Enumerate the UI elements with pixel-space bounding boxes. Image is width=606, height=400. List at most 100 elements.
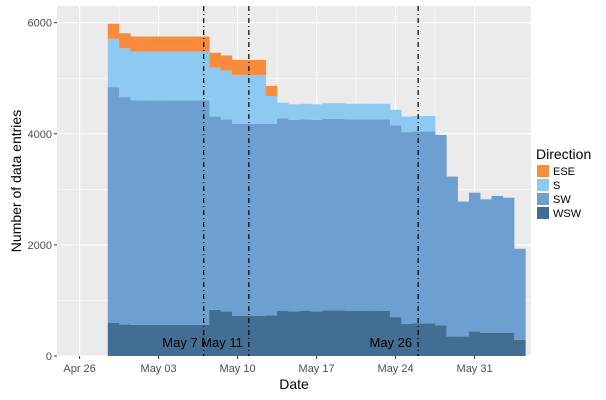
bar-sw: [119, 97, 131, 325]
bar-sw: [243, 123, 255, 317]
bar-s: [130, 51, 142, 101]
bar-s: [389, 109, 402, 126]
bar-wsw: [107, 322, 120, 356]
bar-ese: [231, 59, 244, 75]
bar-wsw: [322, 310, 334, 356]
bar-wsw: [457, 336, 470, 356]
bar-sw: [220, 119, 233, 312]
bar-s: [277, 102, 289, 119]
legend-title: Direction: [536, 146, 591, 162]
bar-sw: [141, 100, 154, 325]
bar-sw: [502, 197, 515, 333]
bar-s: [209, 67, 221, 117]
bar-sw: [277, 118, 289, 311]
x-axis: Apr 26 May 03 May 10 May 17 May 24 May 31: [63, 356, 493, 375]
bar-ese: [220, 55, 233, 71]
bar-wsw: [152, 324, 165, 356]
bar-s: [322, 103, 334, 119]
bar-s: [231, 74, 244, 124]
bar-s: [119, 48, 131, 98]
bar-wsw: [367, 311, 379, 356]
bar-s: [141, 51, 154, 101]
bar-ese: [141, 36, 154, 52]
bar-sw: [435, 134, 447, 326]
bar-s: [107, 38, 120, 88]
bar-sw: [480, 199, 492, 333]
bar-s: [220, 70, 233, 120]
bar-s: [186, 51, 199, 101]
bar-s: [310, 104, 323, 120]
bar-wsw: [130, 324, 142, 356]
legend-label: WSW: [553, 208, 582, 220]
bar-sw: [310, 119, 323, 312]
bar-s: [367, 103, 379, 120]
bar-sw: [107, 87, 120, 323]
bar-wsw: [389, 317, 402, 356]
bar-wsw: [378, 311, 391, 356]
bar-s: [412, 116, 425, 132]
bar-sw: [389, 125, 402, 318]
legend-label: S: [553, 180, 560, 192]
bar-wsw: [198, 324, 210, 356]
x-tick-label: May 17: [299, 363, 335, 375]
y-tick-label: 6000: [28, 18, 52, 30]
bar-wsw: [356, 311, 368, 356]
bar-wsw: [243, 316, 255, 356]
bar-sw: [322, 118, 334, 311]
bar-sw: [446, 176, 458, 337]
bar-wsw: [401, 323, 413, 356]
legend-label: ESE: [553, 166, 575, 178]
bar-sw: [254, 123, 267, 317]
legend: Direction ESE S SW WSW: [536, 146, 591, 220]
bar-ese: [265, 86, 278, 96]
reference-line-label: May 11: [201, 335, 243, 350]
reference-line-label: May 7: [162, 335, 197, 350]
x-tick-label: Apr 26: [63, 363, 95, 375]
bar-s: [423, 116, 436, 132]
bar-sw: [152, 100, 165, 325]
bar-sw: [514, 248, 526, 340]
bar-sw: [468, 192, 481, 332]
legend-key-wsw: [537, 207, 549, 219]
bar-wsw: [491, 332, 504, 356]
bar-s: [254, 74, 267, 124]
bar-wsw: [423, 323, 436, 356]
bar-s: [378, 103, 391, 120]
bar-wsw: [446, 336, 458, 356]
bar-sw: [412, 131, 425, 324]
bar-sw: [333, 118, 346, 311]
legend-key-ese: [537, 165, 549, 177]
bars: [107, 23, 526, 356]
bar-ese: [175, 36, 188, 52]
bar-wsw: [175, 324, 188, 356]
bar-wsw: [468, 331, 481, 356]
bar-sw: [288, 119, 300, 312]
y-tick-label: 4000: [28, 129, 52, 141]
legend-label: SW: [553, 194, 571, 206]
bar-s: [288, 104, 300, 120]
bar-wsw: [344, 311, 357, 356]
bar-sw: [423, 131, 436, 324]
bar-wsw: [435, 325, 447, 356]
bar-wsw: [186, 324, 199, 356]
bar-sw: [209, 116, 221, 310]
bar-wsw: [265, 315, 278, 356]
bar-sw: [164, 100, 176, 325]
bar-sw: [378, 119, 391, 311]
bar-s: [401, 116, 413, 133]
y-axis: 0 2000 4000 6000: [28, 18, 57, 363]
bar-wsw: [480, 332, 492, 356]
reference-lines: [203, 6, 419, 356]
legend-key-sw: [537, 193, 549, 205]
bar-ese: [209, 52, 221, 68]
legend-key-s: [537, 179, 549, 191]
bar-ese: [119, 33, 131, 49]
bar-wsw: [502, 332, 515, 356]
bar-ese: [186, 36, 199, 52]
bar-s: [198, 51, 210, 101]
bar-wsw: [310, 311, 323, 356]
bar-wsw: [254, 316, 267, 356]
x-tick-label: May 31: [457, 363, 493, 375]
bar-sw: [367, 119, 379, 311]
bar-sw: [344, 119, 357, 311]
